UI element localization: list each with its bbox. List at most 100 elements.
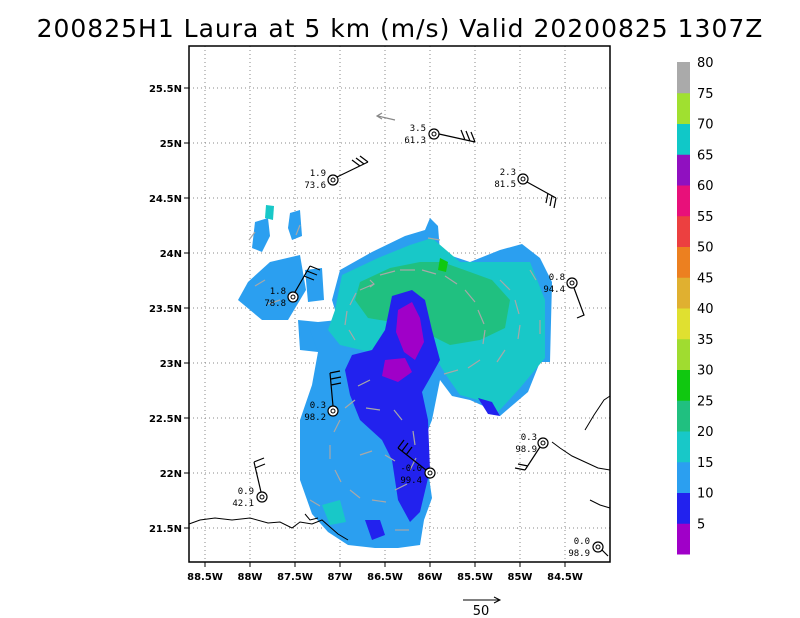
station-marker: 0.3 98.2	[304, 370, 342, 423]
wind-region-25ms	[355, 262, 510, 345]
station-marker: 0.9 42.1	[232, 457, 268, 509]
wind-region-5ms-south	[382, 358, 412, 382]
station-label-bottom: 61.3	[404, 136, 426, 146]
colorbar-swatch	[677, 369, 690, 401]
lon-tick-labels: 88.5W 88W 87.5W 87W 86.5W 86W 85.5W 85W …	[187, 572, 583, 583]
colorbar-label: 75	[697, 87, 714, 102]
wind-region-5ms-core	[396, 302, 424, 360]
station-label-top: 0.8	[549, 273, 565, 283]
lat-tick-label: 23N	[160, 359, 182, 370]
lat-tick-label: 25N	[160, 139, 182, 150]
lon-tick-label: 86W	[418, 572, 443, 583]
colorbar-swatch	[677, 431, 690, 463]
wind-vectors	[248, 224, 541, 531]
colorbar-label: 65	[697, 148, 714, 163]
lon-tick-label: 87W	[328, 572, 353, 583]
colorbar-swatch	[677, 92, 690, 124]
wind-patch-west-2	[265, 205, 274, 220]
station-marker: 2.3 81.5	[494, 168, 557, 209]
wind-field	[238, 205, 552, 548]
station-label-bottom: 99.4	[400, 476, 422, 486]
coastline	[188, 395, 611, 541]
colorbar-label: 20	[697, 425, 714, 440]
wind-patch-west-1	[252, 218, 270, 252]
axis-ticks	[184, 87, 566, 567]
colorbar-label: 50	[697, 241, 714, 256]
station-marker: 0.0 98.9	[568, 537, 609, 559]
lon-tick-label: 85W	[508, 572, 533, 583]
colorbar-label: 30	[697, 364, 714, 379]
dropsonde-stations: 3.5 61.3 1.9 73.6 2.3 81.5 0.8 94.4	[232, 124, 609, 559]
station-marker: 3.5 61.3	[404, 124, 476, 146]
colorbar-swatch	[677, 338, 690, 370]
station-label-top: 3.5	[410, 124, 426, 134]
station-label-bottom: 98.9	[568, 549, 590, 559]
wind-region-10ms-east	[478, 398, 500, 416]
lat-tick-label: 22N	[160, 469, 182, 480]
colorbar-label: 45	[697, 271, 714, 286]
wind-region-30ms	[438, 258, 448, 272]
lon-tick-label: 87.5W	[277, 572, 313, 583]
station-label-top: 0.0	[574, 537, 590, 547]
colorbar: 5 10 15 20 25 30 35 40 45 50 55 60 65 70 75 80	[677, 56, 714, 555]
station-label-top: 0.3	[310, 401, 326, 411]
colorbar-label: 10	[697, 487, 714, 502]
reference-vector: 50	[463, 596, 502, 618]
station-marker: 1.9 73.6	[304, 155, 369, 191]
station-marker: 1.8 78.8	[264, 265, 321, 309]
lat-tick-label: 25.5N	[149, 84, 182, 95]
colorbar-label: 35	[697, 333, 714, 348]
station-label-top: 1.9	[310, 169, 326, 179]
colorbar-swatch	[677, 308, 690, 340]
colorbar-label: 60	[697, 179, 714, 194]
station-label-bottom: 98.9	[515, 445, 537, 455]
colorbar-swatch	[677, 185, 690, 217]
station-marker: 0.3 98.9	[514, 433, 549, 471]
lon-tick-label: 85.5W	[457, 572, 493, 583]
colorbar-swatch	[677, 523, 690, 555]
lat-tick-label: 23.5N	[149, 304, 182, 315]
colorbar-swatch	[677, 62, 690, 94]
colorbar-swatch	[677, 123, 690, 155]
colorbar-swatch	[677, 492, 690, 524]
station-label-bottom: 78.8	[264, 299, 286, 309]
wind-patch-west-3	[288, 210, 302, 240]
lon-tick-label: 88.5W	[187, 572, 223, 583]
wind-patch-west-5	[305, 268, 324, 302]
colorbar-swatch	[677, 215, 690, 247]
station-label-bottom: 73.6	[304, 181, 326, 191]
lat-tick-labels: 25.5N 25N 24.5N 24N 23.5N 23N 22.5N 22N …	[149, 84, 182, 535]
station-label-bottom: 94.4	[543, 285, 565, 295]
station-label-top: 1.8	[270, 287, 286, 297]
reference-vector-label: 50	[473, 604, 490, 618]
colorbar-label: 15	[697, 456, 714, 471]
wind-patch-south-2	[365, 520, 385, 540]
station-label-bottom: 98.2	[304, 413, 326, 423]
colorbar-swatch	[677, 400, 690, 432]
lon-tick-label: 88W	[238, 572, 263, 583]
colorbar-label: 80	[697, 56, 714, 71]
station-label-top: 0.9	[238, 487, 254, 497]
station-marker: 0.8 94.4	[543, 273, 585, 319]
lon-tick-label: 86.5W	[367, 572, 403, 583]
lat-tick-label: 21.5N	[149, 524, 182, 535]
colorbar-label: 40	[697, 302, 714, 317]
lat-tick-label: 24.5N	[149, 194, 182, 205]
wind-patch-west-4	[238, 255, 306, 320]
colorbar-swatch	[677, 154, 690, 186]
chart-title: 200825H1 Laura at 5 km (m/s) Valid 20200…	[36, 14, 764, 43]
station-label-top: -0.0	[400, 464, 422, 474]
colorbar-swatch	[677, 461, 690, 493]
station-label-top: 2.3	[500, 168, 516, 178]
colorbar-swatch	[677, 277, 690, 309]
station-label-top: 0.3	[521, 433, 537, 443]
wind-vector-isolated	[375, 112, 396, 121]
colorbar-label: 5	[697, 517, 705, 532]
station-label-bottom: 42.1	[232, 499, 254, 509]
lon-tick-label: 84.5W	[547, 572, 583, 583]
colorbar-swatch	[677, 246, 690, 278]
wind-patch-south-1	[322, 500, 346, 525]
lat-tick-label: 22.5N	[149, 414, 182, 425]
map-frame	[188, 45, 611, 563]
colorbar-label: 55	[697, 210, 714, 225]
